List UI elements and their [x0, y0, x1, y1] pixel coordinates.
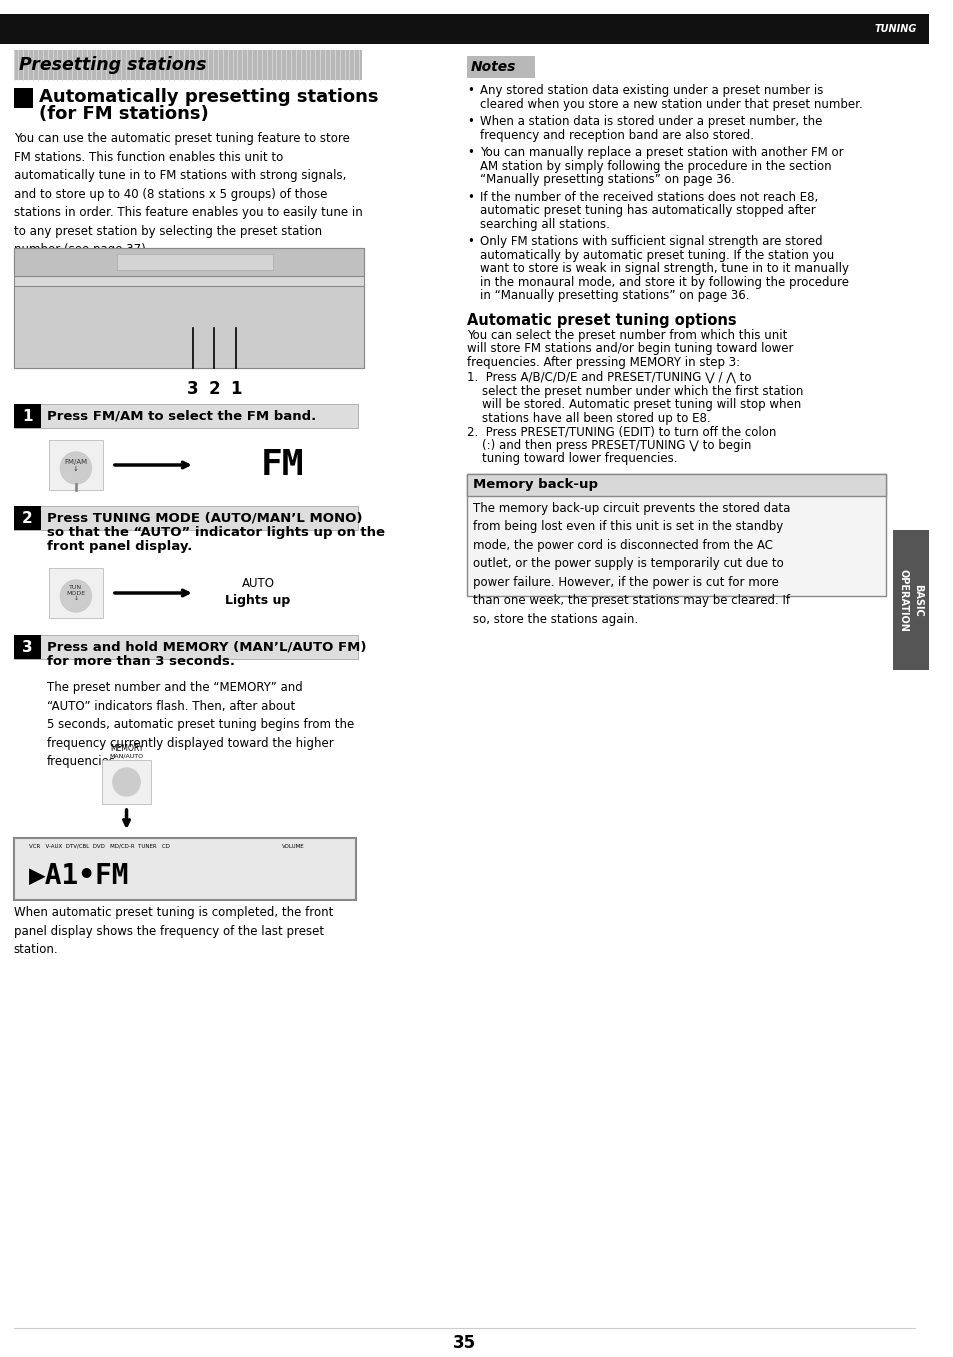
Bar	[13, 248, 364, 275]
Text: automatically by automatic preset tuning. If the station you: automatically by automatic preset tuning…	[479, 248, 833, 262]
Text: You can select the preset number from which this unit: You can select the preset number from wh…	[467, 328, 787, 342]
Text: MEMORY: MEMORY	[110, 744, 143, 753]
Bar	[13, 635, 357, 660]
Bar	[467, 474, 884, 596]
Text: so that the “AUTO” indicator lights up on the: so that the “AUTO” indicator lights up o…	[47, 525, 384, 539]
Text: select the preset number under which the first station: select the preset number under which the…	[467, 384, 802, 398]
Text: •: •	[467, 235, 474, 248]
Text: Only FM stations with sufficient signal strength are stored: Only FM stations with sufficient signal …	[479, 235, 821, 248]
Text: 3: 3	[22, 639, 32, 654]
Bar	[13, 50, 362, 80]
Text: 1: 1	[230, 380, 241, 398]
Text: •: •	[467, 115, 474, 128]
Text: You can manually replace a preset station with another FM or: You can manually replace a preset statio…	[479, 147, 842, 159]
Text: When a station data is stored under a preset number, the: When a station data is stored under a pr…	[479, 115, 821, 128]
Text: Memory back-up: Memory back-up	[473, 478, 598, 491]
Circle shape	[60, 579, 91, 612]
Text: FM: FM	[260, 448, 304, 482]
Text: 35: 35	[453, 1334, 476, 1352]
Text: •: •	[467, 190, 474, 204]
Text: Notes: Notes	[471, 60, 516, 75]
Text: cleared when you store a new station under that preset number.: cleared when you store a new station und…	[479, 98, 862, 110]
Text: The preset number and the “MEMORY” and
“AUTO” indicators flash. Then, after abou: The preset number and the “MEMORY” and “…	[47, 681, 354, 768]
Text: ▶A1•FM: ▶A1•FM	[30, 862, 130, 890]
Text: searching all stations.: searching all stations.	[479, 217, 609, 231]
Bar	[49, 440, 103, 490]
Bar	[13, 404, 41, 427]
Text: (for FM stations): (for FM stations)	[39, 104, 209, 123]
Text: Any stored station data existing under a preset number is: Any stored station data existing under a…	[479, 84, 822, 96]
Text: frequency and reception band are also stored.: frequency and reception band are also st…	[479, 129, 753, 141]
Text: Automatic preset tuning options: Automatic preset tuning options	[467, 312, 736, 327]
Bar	[467, 474, 884, 495]
Bar	[467, 56, 535, 77]
Text: frequencies. After pressing MEMORY in step 3:: frequencies. After pressing MEMORY in st…	[467, 356, 740, 369]
Text: tuning toward lower frequencies.: tuning toward lower frequencies.	[467, 452, 677, 465]
Text: Automatically presetting stations: Automatically presetting stations	[39, 88, 378, 106]
Text: When automatic preset tuning is completed, the front
panel display shows the fre: When automatic preset tuning is complete…	[13, 906, 333, 955]
Text: •: •	[467, 84, 474, 96]
Text: in “Manually presetting stations” on page 36.: in “Manually presetting stations” on pag…	[479, 289, 748, 303]
Text: Press FM/AM to select the FM band.: Press FM/AM to select the FM band.	[47, 410, 315, 422]
Text: AUTO: AUTO	[241, 577, 274, 589]
Text: VCR   V-AUX  DTV/CBL  DVD   MD/CD-R  TUNER   CD: VCR V-AUX DTV/CBL DVD MD/CD-R TUNER CD	[30, 844, 170, 848]
Bar	[13, 286, 364, 368]
Bar	[102, 760, 151, 803]
Text: will store FM stations and/or begin tuning toward lower: will store FM stations and/or begin tuni…	[467, 342, 793, 356]
Text: Press TUNING MODE (AUTO/MAN’L MONO): Press TUNING MODE (AUTO/MAN’L MONO)	[47, 512, 362, 525]
Bar	[116, 254, 273, 270]
Bar	[13, 506, 41, 531]
Text: TUN
MODE
↓: TUN MODE ↓	[67, 585, 86, 601]
Bar	[13, 248, 364, 368]
Text: 2: 2	[22, 510, 32, 525]
Text: FM/AM
↓: FM/AM ↓	[64, 459, 88, 471]
Bar	[49, 569, 103, 617]
Text: Presetting stations: Presetting stations	[19, 56, 207, 75]
Text: 1: 1	[22, 408, 32, 423]
Circle shape	[60, 452, 91, 484]
Text: want to store is weak in signal strength, tune in to it manually: want to store is weak in signal strength…	[479, 262, 848, 275]
Text: 1.  Press A/B/C/D/E and PRESET/TUNING ⋁ / ⋀ to: 1. Press A/B/C/D/E and PRESET/TUNING ⋁ /…	[467, 370, 751, 384]
Bar	[13, 404, 357, 427]
Text: AM station by simply following the procedure in the section: AM station by simply following the proce…	[479, 160, 831, 172]
Text: TUNING: TUNING	[874, 24, 916, 34]
Text: Lights up: Lights up	[225, 593, 291, 607]
Text: MAN/AUTO: MAN/AUTO	[110, 753, 144, 759]
Text: stations have all been stored up to E8.: stations have all been stored up to E8.	[467, 411, 710, 425]
Text: automatic preset tuning has automatically stopped after: automatic preset tuning has automaticall…	[479, 204, 815, 217]
Text: for more than 3 seconds.: for more than 3 seconds.	[47, 654, 234, 668]
Text: “Manually presetting stations” on page 36.: “Manually presetting stations” on page 3…	[479, 172, 734, 186]
Text: VOLUME: VOLUME	[282, 844, 305, 848]
Text: 2: 2	[208, 380, 220, 398]
Bar	[0, 14, 927, 43]
Text: will be stored. Automatic preset tuning will stop when: will be stored. Automatic preset tuning …	[467, 398, 801, 411]
Circle shape	[112, 768, 140, 797]
Bar	[13, 635, 41, 660]
Text: 2.  Press PRESET/TUNING (EDIT) to turn off the colon: 2. Press PRESET/TUNING (EDIT) to turn of…	[467, 425, 776, 438]
Bar	[13, 839, 355, 900]
Text: 3: 3	[187, 380, 198, 398]
Text: Press and hold MEMORY (MAN’L/AUTO FM): Press and hold MEMORY (MAN’L/AUTO FM)	[47, 641, 366, 654]
Text: BASIC
OPERATION: BASIC OPERATION	[898, 569, 923, 631]
Text: You can use the automatic preset tuning feature to store
FM stations. This funct: You can use the automatic preset tuning …	[13, 132, 362, 256]
Text: If the number of the received stations does not reach E8,: If the number of the received stations d…	[479, 190, 818, 204]
Bar	[893, 531, 927, 670]
Text: front panel display.: front panel display.	[47, 540, 192, 552]
Bar	[13, 506, 357, 531]
Text: The memory back-up circuit prevents the stored data
from being lost even if this: The memory back-up circuit prevents the …	[473, 502, 790, 626]
Bar	[13, 88, 33, 109]
Text: •: •	[467, 147, 474, 159]
Text: in the monaural mode, and store it by following the procedure: in the monaural mode, and store it by fo…	[479, 275, 848, 289]
Text: (:) and then press PRESET/TUNING ⋁ to begin: (:) and then press PRESET/TUNING ⋁ to be…	[467, 438, 751, 452]
